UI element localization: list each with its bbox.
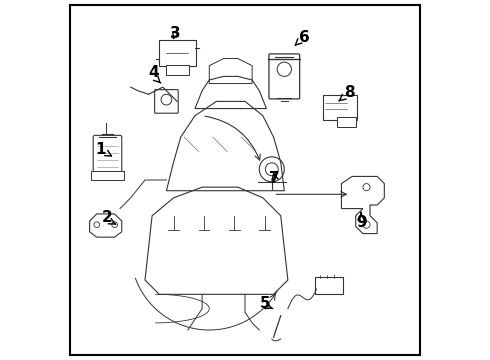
FancyBboxPatch shape: [166, 65, 189, 75]
FancyBboxPatch shape: [92, 171, 123, 180]
Text: 7: 7: [270, 171, 280, 186]
FancyBboxPatch shape: [269, 54, 300, 99]
Text: 4: 4: [148, 65, 161, 83]
Text: 5: 5: [259, 296, 273, 311]
Text: 3: 3: [170, 26, 181, 41]
FancyBboxPatch shape: [159, 40, 196, 66]
FancyBboxPatch shape: [337, 117, 356, 127]
FancyBboxPatch shape: [322, 95, 357, 120]
FancyBboxPatch shape: [93, 135, 122, 175]
Text: 1: 1: [95, 142, 112, 157]
FancyBboxPatch shape: [316, 277, 343, 294]
Text: 6: 6: [295, 30, 309, 45]
Text: 9: 9: [356, 212, 367, 230]
Text: 8: 8: [339, 85, 355, 101]
Text: 2: 2: [102, 210, 116, 225]
FancyBboxPatch shape: [155, 90, 178, 113]
